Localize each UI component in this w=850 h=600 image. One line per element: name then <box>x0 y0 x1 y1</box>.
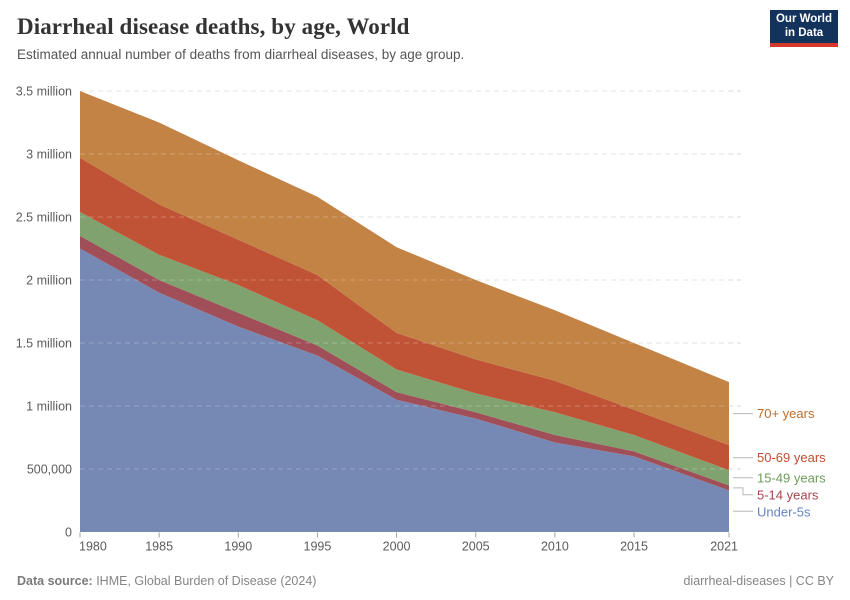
x-axis-label: 1990 <box>224 540 252 554</box>
data-source: Data source: IHME, Global Burden of Dise… <box>17 574 316 588</box>
license-text[interactable]: diarrheal-diseases | CC BY <box>683 574 834 588</box>
x-axis-label: 2015 <box>620 540 648 554</box>
chart-header: Diarrheal disease deaths, by age, World … <box>17 14 757 62</box>
page-subtitle: Estimated annual number of deaths from d… <box>17 47 465 62</box>
legend-item-50-69-years[interactable]: 50-69 years <box>757 450 826 465</box>
legend-item-5-14-years[interactable]: 5-14 years <box>757 487 819 502</box>
y-axis-label: 2 million <box>26 274 72 288</box>
x-axis-label: 2010 <box>541 540 569 554</box>
x-axis-label: 1995 <box>304 540 332 554</box>
y-axis-label: 0 <box>65 526 72 540</box>
legend-connector-5-14-years <box>733 487 753 496</box>
y-axis-label: 500,000 <box>27 463 72 477</box>
x-axis-label: 2000 <box>383 540 411 554</box>
area-15-49-years[interactable] <box>80 212 729 486</box>
data-source-label: Data source: <box>17 574 93 588</box>
logo-line1: Our World <box>775 13 832 25</box>
area-50-69-years[interactable] <box>80 157 729 471</box>
area-under-5s[interactable] <box>80 248 729 533</box>
y-axis-label: 3.5 million <box>16 85 72 99</box>
y-axis-label: 1 million <box>26 400 72 414</box>
y-axis-label: 1.5 million <box>16 337 72 351</box>
legend-item-70-years[interactable]: 70+ years <box>757 406 815 421</box>
x-axis-label: 1985 <box>145 540 173 554</box>
x-axis-label: 1980 <box>79 540 107 554</box>
y-axis-label: 3 million <box>26 148 72 162</box>
data-source-text: IHME, Global Burden of Disease (2024) <box>92 574 317 588</box>
legend-item-15-49-years[interactable]: 15-49 years <box>757 470 826 485</box>
logo-line2: in Data <box>784 26 824 39</box>
chart-footer: Data source: IHME, Global Burden of Dise… <box>17 574 834 588</box>
legend-item-under-5s[interactable]: Under-5s <box>757 504 811 519</box>
owid-logo[interactable]: Our World in Data <box>770 10 838 47</box>
y-axis-label: 2.5 million <box>16 211 72 225</box>
page-title: Diarrheal disease deaths, by age, World <box>17 14 410 39</box>
area-70-years[interactable] <box>80 91 729 446</box>
x-axis-label: 2005 <box>462 540 490 554</box>
x-axis-label: 2021 <box>710 540 738 554</box>
area-5-14-years[interactable] <box>80 235 729 491</box>
